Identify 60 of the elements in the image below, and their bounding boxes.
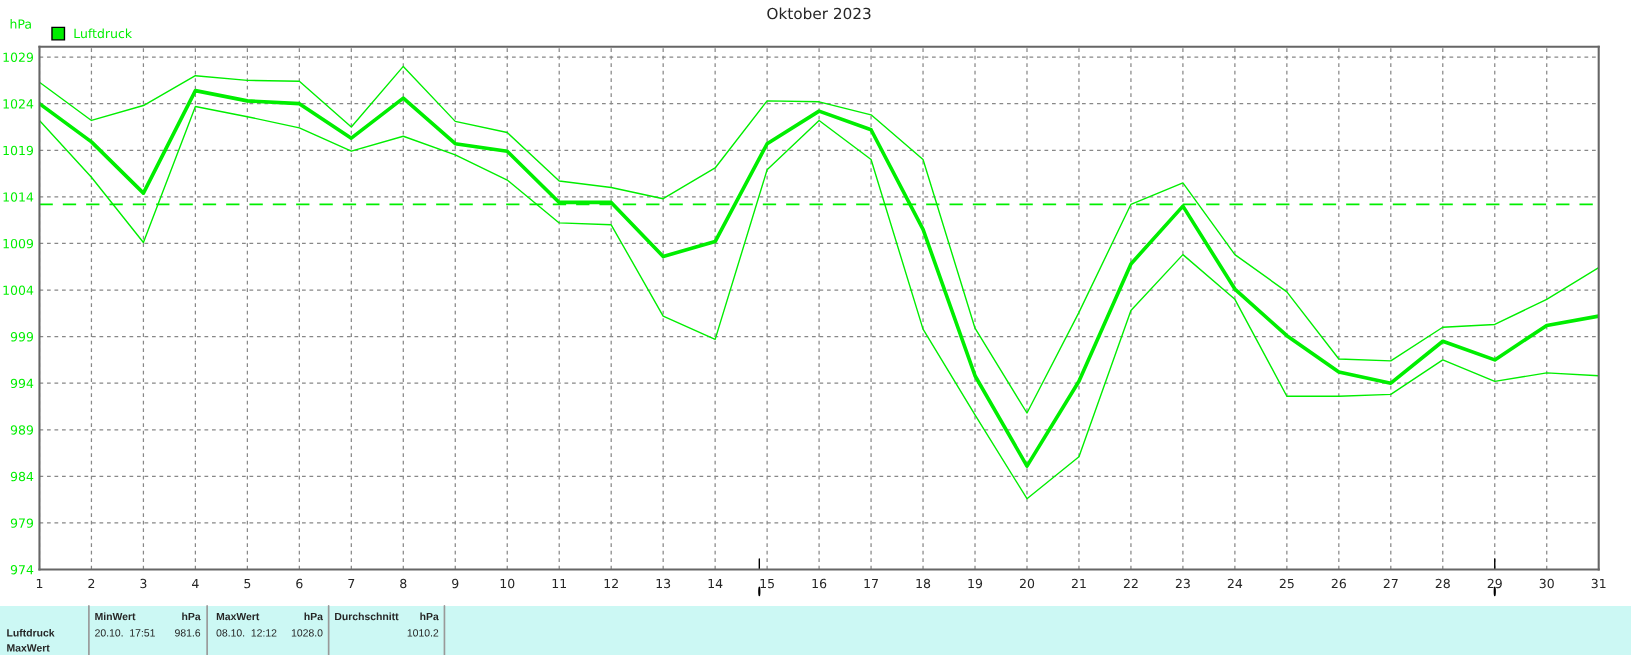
y-tick-label: 1009 — [3, 238, 34, 249]
x-tick-label: 11 — [552, 578, 567, 589]
x-tick-label: 15 — [760, 578, 774, 589]
x-tick-label: 18 — [916, 578, 931, 589]
line-series — [39, 65, 1599, 414]
x-tick-label: 5 — [244, 578, 251, 589]
y-tick-label: 999 — [10, 332, 34, 342]
x-tick-label: 12 — [604, 578, 618, 589]
x-tick-label: 2 — [88, 578, 95, 589]
y-tick-label: 974 — [10, 564, 34, 575]
y-tick-label: 1019 — [3, 145, 34, 156]
text: 981.6 — [175, 629, 201, 637]
y-tick-label: 994 — [10, 378, 34, 389]
text: MaxWert — [7, 644, 50, 652]
x-tick-label: 6 — [296, 578, 303, 589]
y-tick-label: 984 — [10, 471, 34, 482]
x-tick-label: 23 — [1175, 578, 1190, 589]
text: MinWert — [95, 612, 136, 621]
y-tick-label: 989 — [10, 425, 34, 435]
y-tick-label: 1029 — [3, 52, 34, 63]
text: hPa — [304, 612, 323, 621]
x-tick-label: 16 — [812, 578, 827, 589]
y-tick-label: 1004 — [3, 285, 34, 295]
x-tick-label: 22 — [1123, 578, 1138, 589]
x-tick-label: 3 — [140, 578, 147, 589]
chart-title: Oktober 2023 — [767, 7, 871, 20]
y-tick-label: 1024 — [3, 99, 34, 109]
text: MaxWert — [216, 612, 260, 621]
x-tick-label: 8 — [400, 578, 407, 589]
text: hPa — [182, 612, 201, 621]
text: 1028.0 — [291, 629, 323, 637]
x-tick-label: 27 — [1383, 578, 1398, 589]
y-axis-title: hPa — [10, 19, 31, 29]
x-tick-label: 28 — [1435, 578, 1450, 589]
x-tick-label: 19 — [968, 578, 983, 589]
x-tick-label: 1 — [36, 578, 43, 589]
x-tick-label: 17 — [864, 578, 878, 589]
text: hPa — [420, 612, 439, 621]
y-tick-label: 979 — [10, 518, 34, 528]
text: 20.10. 17:51 — [95, 629, 155, 637]
x-tick-label: 20 — [1019, 578, 1035, 589]
text: 08.10. 12:12 — [216, 629, 277, 637]
x-tick-label: 21 — [1071, 578, 1086, 589]
x-tick-label: 25 — [1279, 578, 1294, 589]
legend-label: Luftdruck — [74, 28, 133, 39]
x-tick-label: 29 — [1487, 578, 1502, 589]
x-tick-label: 9 — [452, 578, 459, 589]
x-tick-label: 31 — [1591, 578, 1606, 589]
x-tick-label: 10 — [500, 578, 515, 589]
x-tick-label: 7 — [348, 578, 355, 589]
x-tick-label: 14 — [708, 578, 723, 589]
text: Luftdruck — [7, 628, 55, 637]
x-tick-label: 4 — [192, 578, 199, 589]
text: 1010.2 — [407, 629, 439, 637]
x-tick-label: 26 — [1331, 578, 1346, 589]
text: Durchschnitt — [335, 612, 399, 621]
x-tick-label: 30 — [1539, 578, 1554, 589]
y-tick-label: 1014 — [3, 192, 34, 202]
x-tick-label: 13 — [656, 578, 671, 589]
x-tick-label: 24 — [1227, 578, 1243, 589]
